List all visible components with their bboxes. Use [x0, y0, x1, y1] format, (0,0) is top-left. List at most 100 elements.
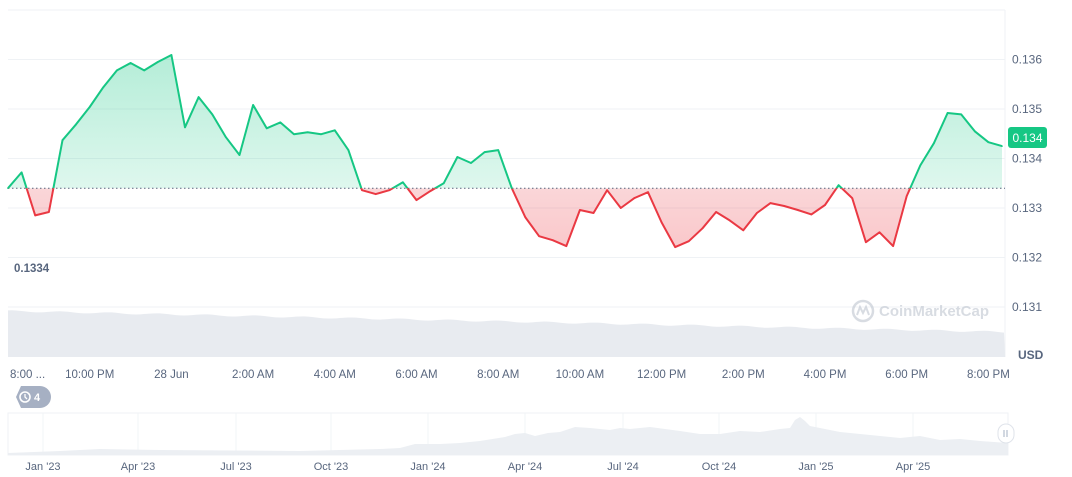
price-point	[497, 149, 500, 151]
price-point	[865, 241, 867, 243]
navigator-labels: Jan '23 Apr '23 Jul '23 Oct '23 Jan '24 Apr '…	[25, 461, 930, 473]
price-point	[796, 209, 799, 211]
price-point	[184, 126, 186, 129]
navigator-label: Oct '24	[702, 461, 737, 473]
history-icon	[19, 391, 31, 403]
price-point	[129, 62, 132, 64]
price-point	[238, 154, 241, 156]
price-point	[279, 121, 282, 124]
price-point	[973, 130, 976, 133]
price-point	[715, 211, 717, 213]
price-point	[660, 221, 663, 224]
price-point	[116, 69, 118, 72]
navigator-area	[8, 417, 1008, 455]
price-point	[429, 190, 431, 192]
navigator-label: Oct '23	[314, 461, 349, 473]
x-tick-label: 2:00 PM	[722, 369, 765, 381]
price-point	[374, 193, 377, 195]
price-point	[265, 127, 268, 130]
price-point	[1001, 145, 1003, 147]
price-point	[388, 189, 391, 191]
price-point	[511, 187, 513, 190]
price-point	[415, 199, 418, 201]
price-point	[442, 182, 445, 185]
price-point	[606, 189, 608, 191]
x-tick-label: 12:00 PM	[637, 369, 686, 381]
price-point	[143, 69, 145, 72]
x-tick-label: 10:00 AM	[556, 369, 605, 381]
price-point	[170, 54, 173, 56]
price-point	[919, 164, 922, 167]
price-point	[7, 187, 9, 190]
watermark-text: CoinMarketCap	[879, 303, 989, 320]
price-point	[851, 197, 854, 199]
history-count: 4	[34, 392, 41, 404]
price-point	[728, 219, 731, 222]
price-point	[810, 213, 813, 216]
navigator[interactable]: Jan '23 Apr '23 Jul '23 Oct '23 Jan '24 Apr '…	[7, 412, 1015, 473]
price-point	[75, 123, 77, 126]
price-point	[211, 113, 214, 116]
price-point	[361, 189, 363, 191]
navigator-label: Apr '23	[121, 461, 156, 473]
price-point	[960, 113, 962, 116]
x-axis: 8:00 ... 10:00 PM 28 Jun 2:00 AM 4:00 AM 6:00…	[10, 369, 1010, 381]
watermark-logo: CoinMarketCap	[851, 299, 989, 323]
price-point	[225, 136, 227, 139]
price-point	[742, 229, 745, 232]
price-point	[647, 191, 649, 193]
x-tick-label: 6:00 PM	[885, 369, 928, 381]
price-point	[946, 112, 949, 114]
price-point	[538, 235, 540, 238]
price-point	[551, 239, 554, 241]
price-point	[470, 162, 472, 164]
navigator-label: Jan '24	[410, 461, 445, 473]
price-point	[88, 106, 91, 108]
baseline-label: 0.1334	[14, 263, 50, 275]
price-point	[48, 211, 50, 213]
current-price-label: 0.134	[1012, 131, 1042, 145]
x-tick-label: 6:00 AM	[395, 369, 437, 381]
price-point	[701, 227, 704, 230]
price-point	[783, 205, 785, 207]
price-point	[156, 61, 159, 63]
x-tick-label: 2:00 AM	[232, 369, 274, 381]
price-point	[674, 246, 677, 248]
y-tick-label: 0.134	[1012, 152, 1042, 166]
price-point	[483, 151, 486, 153]
y-tick-label: 0.131	[1012, 300, 1042, 314]
price-point	[306, 131, 309, 134]
currency-label: USD	[1018, 348, 1044, 362]
navigator-label: Jan '25	[798, 461, 833, 473]
x-tick-label: 8:00 ...	[10, 369, 45, 381]
navigator-handle[interactable]	[997, 423, 1015, 444]
volume-bars	[8, 310, 1005, 357]
price-point	[579, 209, 581, 211]
navigator-label: Apr '24	[508, 461, 543, 473]
navigator-label: Jan '23	[25, 461, 60, 473]
price-point	[102, 86, 105, 89]
x-tick-label: 8:00 PM	[967, 369, 1010, 381]
y-tick-label: 0.133	[1012, 201, 1042, 215]
price-point	[619, 207, 622, 209]
price-point	[688, 240, 690, 242]
price-point	[987, 141, 990, 143]
price-point	[769, 202, 772, 204]
price-line-up	[7, 54, 1003, 189]
price-point	[347, 149, 350, 151]
price-point	[524, 216, 527, 219]
price-point	[837, 184, 840, 187]
price-point	[20, 171, 23, 174]
price-point	[905, 195, 908, 197]
price-point	[402, 181, 404, 184]
price-point	[334, 129, 336, 132]
area-below-baseline	[8, 188, 1003, 248]
navigator-label: Jul '23	[220, 461, 251, 473]
price-point	[252, 104, 254, 106]
price-point	[633, 197, 636, 199]
x-tick-label: 4:00 AM	[314, 369, 356, 381]
price-point	[293, 133, 295, 136]
history-badge[interactable]: 4	[16, 386, 51, 408]
x-tick-label: 10:00 PM	[65, 369, 114, 381]
